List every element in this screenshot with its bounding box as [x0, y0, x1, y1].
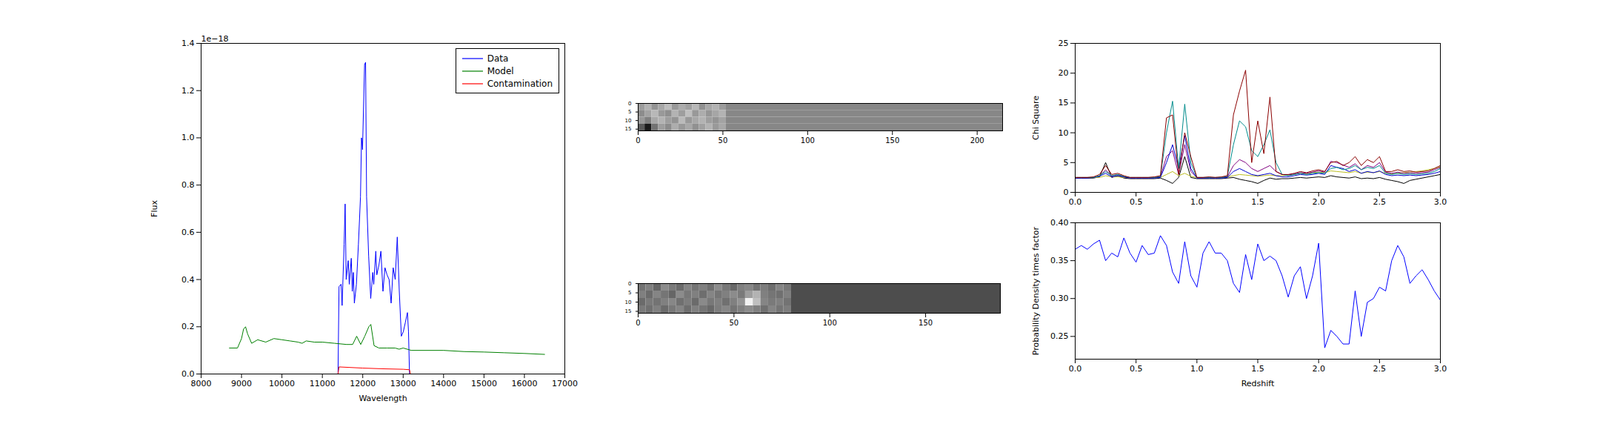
svg-text:0.30: 0.30	[1050, 293, 1069, 303]
svg-text:0.40: 0.40	[1050, 217, 1069, 228]
svg-text:10: 10	[1058, 128, 1069, 138]
svg-text:13000: 13000	[390, 378, 417, 389]
svg-text:16000: 16000	[511, 378, 538, 389]
html-text:Model: Model	[487, 65, 514, 76]
svg-text:0: 0	[1063, 187, 1069, 198]
svg-text:Wavelength: Wavelength	[358, 393, 407, 403]
svg-text:15: 15	[1058, 97, 1069, 108]
svg-text:1.5: 1.5	[1251, 197, 1265, 207]
svg-text:1.0: 1.0	[181, 132, 195, 143]
svg-text:3.0: 3.0	[1434, 197, 1448, 207]
svg-text:2.5: 2.5	[1373, 363, 1387, 374]
svg-text:5: 5	[628, 108, 632, 115]
svg-text:5: 5	[628, 289, 632, 296]
svg-text:0.5: 0.5	[1129, 363, 1143, 374]
svg-text:0.0: 0.0	[1068, 197, 1083, 207]
svg-text:50: 50	[728, 318, 739, 327]
svg-text:12000: 12000	[349, 378, 376, 389]
svg-text:0: 0	[635, 136, 640, 145]
svg-text:1.5: 1.5	[1251, 363, 1265, 374]
svg-text:5: 5	[1063, 157, 1069, 168]
svg-text:11000: 11000	[309, 378, 336, 389]
svg-text:Probability Density times fact: Probability Density times factor	[1031, 225, 1041, 355]
svg-text:150: 150	[885, 136, 900, 145]
svg-text:15: 15	[625, 125, 632, 132]
svg-text:9000: 9000	[231, 378, 252, 389]
svg-text:15000: 15000	[471, 378, 498, 389]
svg-text:10000: 10000	[268, 378, 295, 389]
svg-text:0.2: 0.2	[181, 321, 195, 332]
svg-text:1e−18: 1e−18	[201, 34, 229, 44]
svg-text:2.0: 2.0	[1311, 197, 1326, 207]
svg-text:2.5: 2.5	[1373, 197, 1387, 207]
svg-text:150: 150	[918, 318, 933, 327]
svg-text:0: 0	[635, 318, 640, 327]
svg-text:1.2: 1.2	[181, 85, 195, 96]
svg-text:Chi Square: Chi Square	[1031, 95, 1041, 140]
svg-text:0.8: 0.8	[181, 180, 195, 190]
svg-text:0.4: 0.4	[181, 274, 195, 285]
svg-text:Redshift: Redshift	[1241, 378, 1275, 389]
svg-text:8000: 8000	[191, 378, 212, 389]
svg-text:0: 0	[628, 280, 632, 287]
svg-text:10: 10	[625, 117, 632, 124]
svg-text:Flux: Flux	[149, 200, 160, 218]
svg-text:2.0: 2.0	[1311, 363, 1326, 374]
svg-text:50: 50	[718, 136, 729, 145]
svg-text:17000: 17000	[551, 378, 578, 389]
svg-text:200: 200	[970, 136, 985, 145]
svg-text:1.0: 1.0	[1190, 197, 1204, 207]
svg-text:20: 20	[1058, 68, 1069, 78]
svg-text:0.6: 0.6	[181, 227, 195, 238]
svg-text:0: 0	[628, 100, 632, 107]
svg-text:25: 25	[1058, 38, 1069, 49]
svg-text:100: 100	[822, 318, 838, 327]
html-text:Data: Data	[487, 52, 509, 64]
svg-text:1.4: 1.4	[181, 38, 195, 49]
svg-text:15: 15	[625, 308, 632, 315]
svg-text:3.0: 3.0	[1434, 363, 1448, 374]
svg-text:0.25: 0.25	[1050, 331, 1069, 341]
svg-text:0.35: 0.35	[1050, 255, 1069, 266]
svg-text:0.0: 0.0	[181, 368, 195, 379]
svg-text:0.5: 0.5	[1129, 197, 1143, 207]
svg-text:0.0: 0.0	[1068, 363, 1083, 374]
svg-text:14000: 14000	[430, 378, 457, 389]
svg-text:10: 10	[625, 299, 632, 306]
svg-text:1.0: 1.0	[1190, 363, 1204, 374]
html-text:Contamination: Contamination	[487, 78, 553, 89]
svg-text:100: 100	[800, 136, 815, 145]
